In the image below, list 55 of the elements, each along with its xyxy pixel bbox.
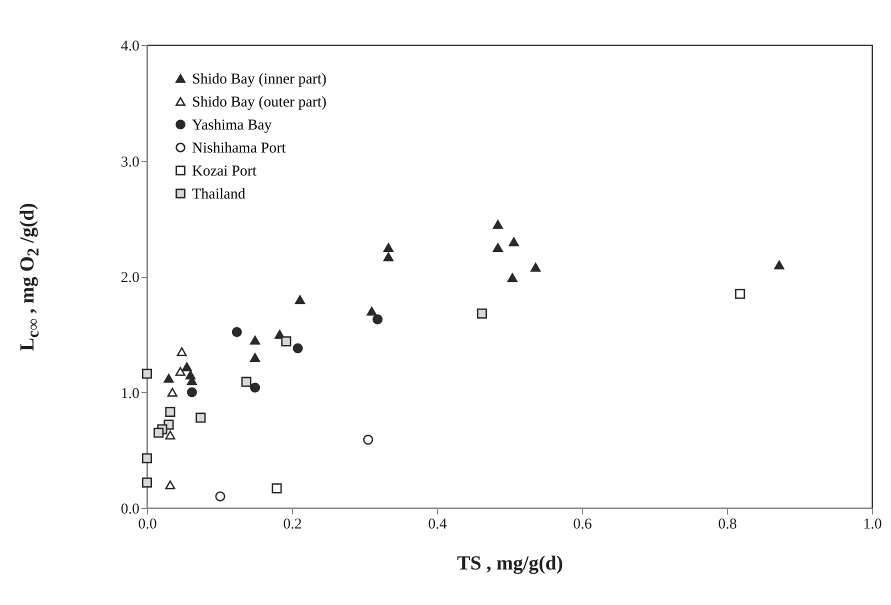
point (154, 428, 164, 438)
point (142, 368, 152, 379)
point (492, 220, 503, 229)
point (142, 453, 152, 464)
y-tick-label: 1.0 (120, 386, 140, 402)
point (165, 430, 176, 440)
legend-label: Shido Bay (inner part) (192, 72, 327, 88)
x-tick-label: 0.0 (138, 516, 157, 532)
point (215, 491, 226, 502)
point (142, 478, 152, 488)
point (241, 376, 252, 387)
point (372, 314, 383, 324)
point (167, 388, 178, 397)
point (186, 387, 197, 398)
point (250, 336, 260, 345)
point (232, 327, 242, 338)
point (175, 366, 186, 376)
point (530, 262, 541, 272)
point (492, 243, 503, 252)
x-tick-label: 0.6 (573, 516, 592, 532)
point (508, 237, 519, 246)
point (366, 306, 377, 316)
point (250, 382, 260, 393)
point (281, 336, 292, 346)
point (176, 347, 187, 356)
point (476, 308, 487, 319)
point (272, 483, 282, 494)
y-tick-label: 2.0 (120, 270, 140, 286)
legend-label: Kozai Port (192, 164, 258, 180)
x-tick-label: 0.4 (428, 516, 448, 532)
x-tick-label: 0.2 (283, 516, 302, 532)
point (383, 243, 394, 252)
point (294, 295, 306, 304)
legend-label: Yashima Bay (192, 118, 272, 134)
x-tick-label: 1.0 (863, 516, 882, 532)
y-tick-label: 4.0 (120, 38, 140, 54)
point (735, 288, 746, 299)
point (774, 260, 784, 270)
x-axis-title: TS , mg/g(d) (456, 552, 564, 574)
legend-label: Shido Bay (outer part) (192, 94, 327, 110)
point (164, 374, 174, 383)
point (165, 406, 176, 417)
point (196, 412, 206, 423)
x-tick-label: 0.8 (718, 516, 737, 532)
y-tick-label: 0.0 (120, 502, 140, 518)
point (250, 353, 260, 362)
point (165, 480, 176, 490)
legend-label: Thailand (192, 186, 246, 202)
point (363, 434, 374, 445)
point (292, 343, 303, 354)
y-tick-label: 3.0 (120, 154, 140, 170)
point (383, 252, 394, 262)
legend-label: Nishihama Port (192, 140, 287, 156)
point (182, 362, 192, 372)
point (507, 273, 518, 282)
